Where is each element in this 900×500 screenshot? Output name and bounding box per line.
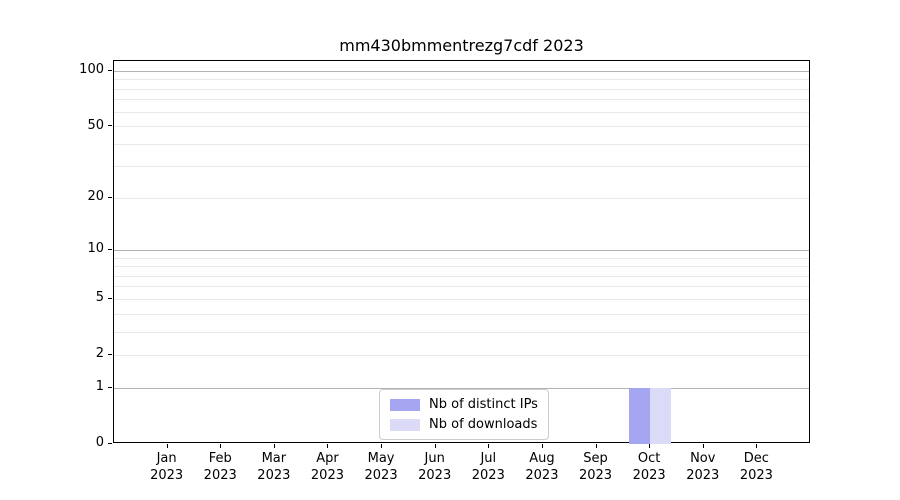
x-tick-mark — [649, 444, 651, 448]
y-tick-label: 1 — [95, 379, 104, 395]
y-tick-mark — [108, 442, 112, 444]
minor-gridline — [114, 313, 809, 315]
minor-gridline — [114, 166, 809, 168]
major-gridline — [114, 70, 809, 72]
major-gridline — [114, 387, 809, 389]
legend-item-downloads: Nb of downloads — [390, 417, 538, 432]
y-tick-label: 10 — [87, 241, 104, 257]
x-tick-label: Dec 2023 — [739, 451, 773, 483]
x-tick-label: Mar 2023 — [257, 451, 291, 483]
x-tick-label: Apr 2023 — [310, 451, 344, 483]
minor-gridline — [114, 257, 809, 259]
x-tick-mark — [595, 444, 597, 448]
major-gridline — [114, 249, 809, 251]
y-tick-mark — [108, 353, 112, 355]
minor-gridline — [114, 298, 809, 300]
minor-gridline — [114, 143, 809, 145]
x-tick-label: Jun 2023 — [418, 451, 452, 483]
legend-label-distinct-ips: Nb of distinct IPs — [429, 397, 538, 412]
minor-gridline — [114, 88, 809, 90]
y-tick-label: 100 — [79, 62, 104, 78]
legend: Nb of distinct IPs Nb of downloads — [379, 389, 549, 440]
bar-downloads — [650, 388, 672, 444]
x-tick-label: Aug 2023 — [525, 451, 559, 483]
minor-gridline — [114, 197, 809, 199]
y-tick-mark — [108, 297, 112, 299]
x-tick-mark — [220, 444, 222, 448]
y-tick-label: 0 — [95, 435, 104, 450]
x-tick-mark — [273, 444, 275, 448]
minor-gridline — [114, 331, 809, 333]
x-tick-label: Jul 2023 — [471, 451, 505, 483]
minor-gridline — [114, 266, 809, 268]
legend-item-distinct-ips: Nb of distinct IPs — [390, 397, 538, 412]
minor-gridline — [114, 126, 809, 128]
y-tick-mark — [108, 196, 112, 198]
x-tick-mark — [434, 444, 436, 448]
x-tick-mark — [541, 444, 543, 448]
x-tick-label: Sep 2023 — [578, 451, 613, 483]
y-tick-label: 5 — [95, 290, 104, 306]
minor-gridline — [114, 111, 809, 113]
x-tick-mark — [756, 444, 758, 448]
x-tick-mark — [488, 444, 490, 448]
x-tick-mark — [702, 444, 704, 448]
downloads-swatch-icon — [390, 418, 420, 431]
x-tick-mark — [327, 444, 329, 448]
x-tick-label: Nov 2023 — [686, 451, 720, 483]
y-tick-mark — [108, 125, 112, 127]
y-tick-label: 50 — [87, 117, 104, 133]
x-tick-label: Jan 2023 — [150, 451, 184, 483]
x-tick-label: May 2023 — [364, 451, 398, 483]
y-tick-mark — [108, 386, 112, 388]
bar-distinct-ips — [629, 388, 651, 444]
legend-label-downloads: Nb of downloads — [429, 417, 538, 432]
x-tick-mark — [381, 444, 383, 448]
chart-title: mm430bmmentrezg7cdf 2023 — [339, 36, 584, 55]
minor-gridline — [114, 79, 809, 81]
y-tick-label: 2 — [95, 346, 104, 362]
distinct-ips-swatch-icon — [390, 398, 420, 411]
minor-gridline — [114, 286, 809, 288]
y-tick-mark — [108, 248, 112, 250]
x-tick-mark — [166, 444, 168, 448]
y-tick-mark — [108, 69, 112, 71]
plot-area: Nb of distinct IPs Nb of downloads — [113, 60, 810, 444]
x-tick-label: Feb 2023 — [203, 451, 237, 483]
x-tick-label: Oct 2023 — [632, 451, 666, 483]
minor-gridline — [114, 275, 809, 277]
minor-gridline — [114, 99, 809, 101]
y-tick-label: 20 — [87, 189, 104, 205]
minor-gridline — [114, 354, 809, 356]
